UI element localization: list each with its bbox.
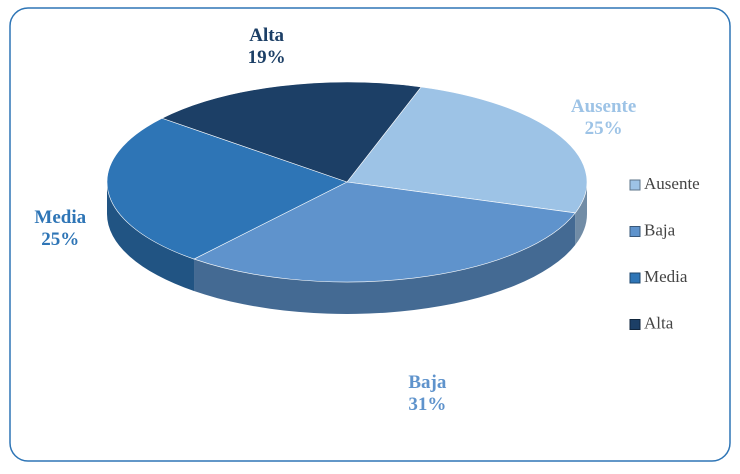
legend-label: Ausente xyxy=(644,174,700,193)
slice xyxy=(161,81,422,183)
slice-label: Ausente xyxy=(571,96,636,117)
legend-label: Media xyxy=(644,267,688,286)
legend-swatch xyxy=(629,179,641,191)
legend-swatch xyxy=(629,319,641,330)
legend-swatch xyxy=(629,226,641,237)
slice xyxy=(193,181,576,283)
slice-label: Baja xyxy=(408,372,447,393)
slice xyxy=(106,117,348,260)
slice-side xyxy=(107,182,195,292)
slice-value-label: 31% xyxy=(408,394,446,415)
slice xyxy=(346,86,588,214)
slice-value-label: 25% xyxy=(41,229,79,250)
slice-side xyxy=(194,212,576,314)
slice-label: Media xyxy=(34,207,86,228)
legend-label: Alta xyxy=(644,313,674,332)
slice-label: Alta xyxy=(249,25,284,46)
legend-swatch xyxy=(629,272,641,284)
slice-value-label: 25% xyxy=(585,118,623,139)
slice-value-label: 19% xyxy=(248,47,286,68)
legend-label: Baja xyxy=(644,220,676,239)
